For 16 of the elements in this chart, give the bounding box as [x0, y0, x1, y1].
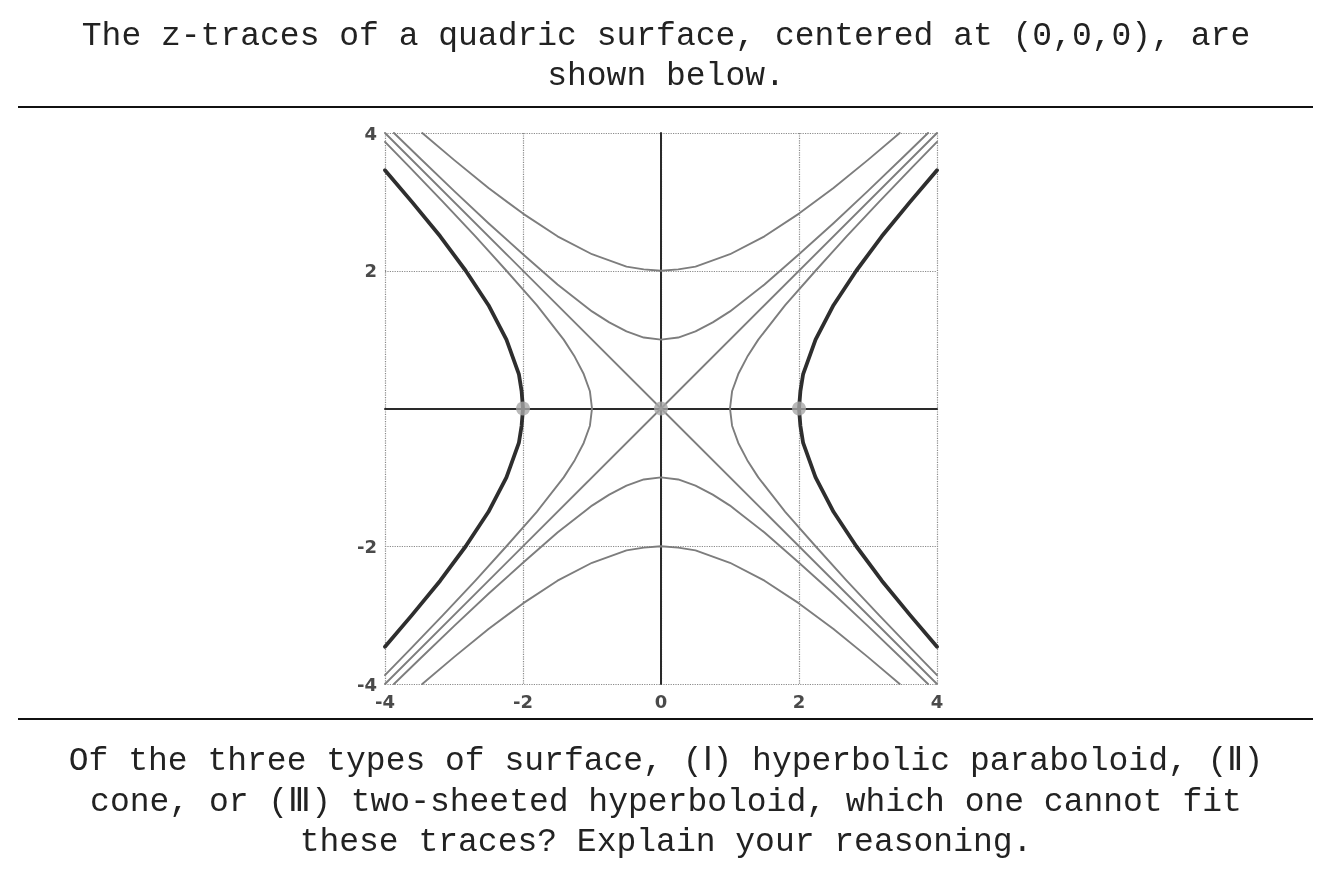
x-tick-label: -2	[513, 690, 533, 712]
y-tick-label: -2	[357, 535, 377, 557]
chart-title: The z-traces of a quadric surface, centered at (0,0,0), are shown below.	[80, 17, 1252, 97]
y-tick-label: 4	[364, 122, 377, 144]
line-series	[421, 545, 901, 685]
y-tick-label: 2	[364, 260, 377, 282]
line-series	[393, 132, 929, 341]
line-series	[393, 476, 929, 685]
line-series	[729, 141, 938, 676]
x-tick-label: 4	[930, 690, 944, 712]
x-tick-label: 0	[654, 690, 668, 712]
line-series	[421, 132, 901, 272]
x-tick-label: 2	[792, 690, 806, 712]
y-tick-label: -4	[357, 673, 377, 695]
text: Of the three types of surface, (Ⅰ) hyperbolic paraboloid, (Ⅱ) cone, or (Ⅲ) two-sheeted hyperboloid, which one cannot fit these traces? Explain your reasoning.	[67, 742, 1265, 863]
line-series	[384, 141, 593, 676]
